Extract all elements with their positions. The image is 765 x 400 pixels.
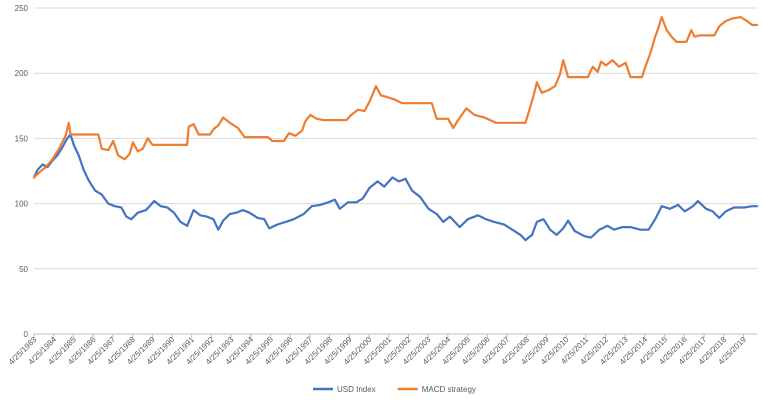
- axes: [33, 333, 757, 338]
- gridlines: [34, 7, 757, 270]
- y-tick-label: 250: [15, 4, 29, 13]
- series-line-macd-strategy: [32, 16, 759, 179]
- legend-label-macd-strategy: MACD strategy: [422, 385, 476, 394]
- y-tick-label: 50: [19, 265, 28, 274]
- tick-labels: 0501001502002504/25/19834/25/19844/25/19…: [7, 4, 748, 367]
- y-tick-label: 150: [15, 134, 29, 143]
- legend: USD Index MACD strategy: [313, 385, 476, 394]
- series-lines: [32, 16, 759, 242]
- y-tick-label: 200: [15, 69, 29, 78]
- y-tick-label: 0: [24, 330, 29, 339]
- legend-label-usd-index: USD Index: [337, 385, 376, 394]
- series-line-usd-index: [32, 133, 759, 242]
- y-tick-label: 100: [15, 200, 29, 209]
